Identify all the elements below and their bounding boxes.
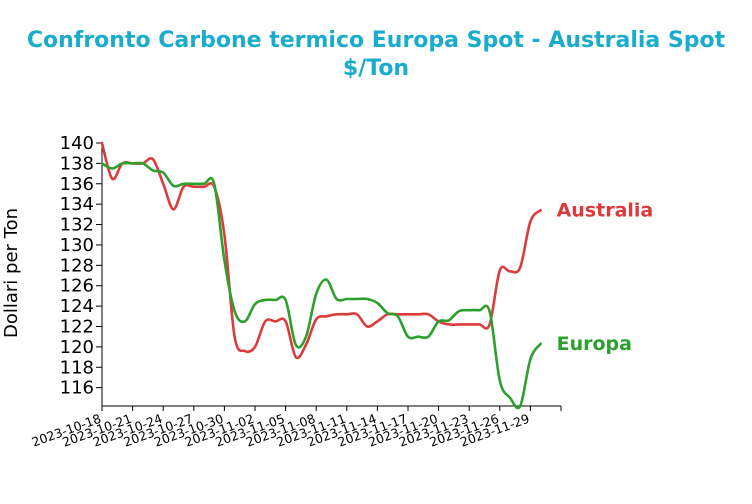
- y-tick-label: 128: [60, 255, 94, 276]
- y-tick-label: 132: [60, 215, 94, 236]
- y-tick-label: 130: [60, 235, 94, 256]
- axes: 1161181201221241261281301321341361381402…: [30, 133, 562, 450]
- chart-title-line2: $/Ton: [343, 56, 409, 81]
- series-label-europa: Europa: [557, 333, 632, 355]
- series-line-australia: [100, 141, 542, 360]
- chart-title-line1: Confronto Carbone termico Europa Spot - …: [27, 28, 726, 53]
- y-axis-label: Dollari per Ton: [1, 208, 22, 338]
- y-tick-label: 136: [60, 174, 94, 195]
- series-layer: Australia Europa: [100, 141, 654, 410]
- y-tick-label: 124: [60, 296, 94, 317]
- y-tick-label: 122: [60, 316, 94, 337]
- y-tick-label: 126: [60, 276, 94, 297]
- y-tick-label: 138: [60, 153, 94, 174]
- y-tick-label: 118: [60, 357, 94, 378]
- y-tick-label: 140: [60, 133, 94, 154]
- y-tick-label: 134: [60, 194, 94, 215]
- y-tick-label: 120: [60, 337, 94, 358]
- series-label-australia: Australia: [557, 199, 654, 221]
- y-tick-label: 116: [60, 378, 94, 399]
- series-line-europa: [100, 161, 542, 410]
